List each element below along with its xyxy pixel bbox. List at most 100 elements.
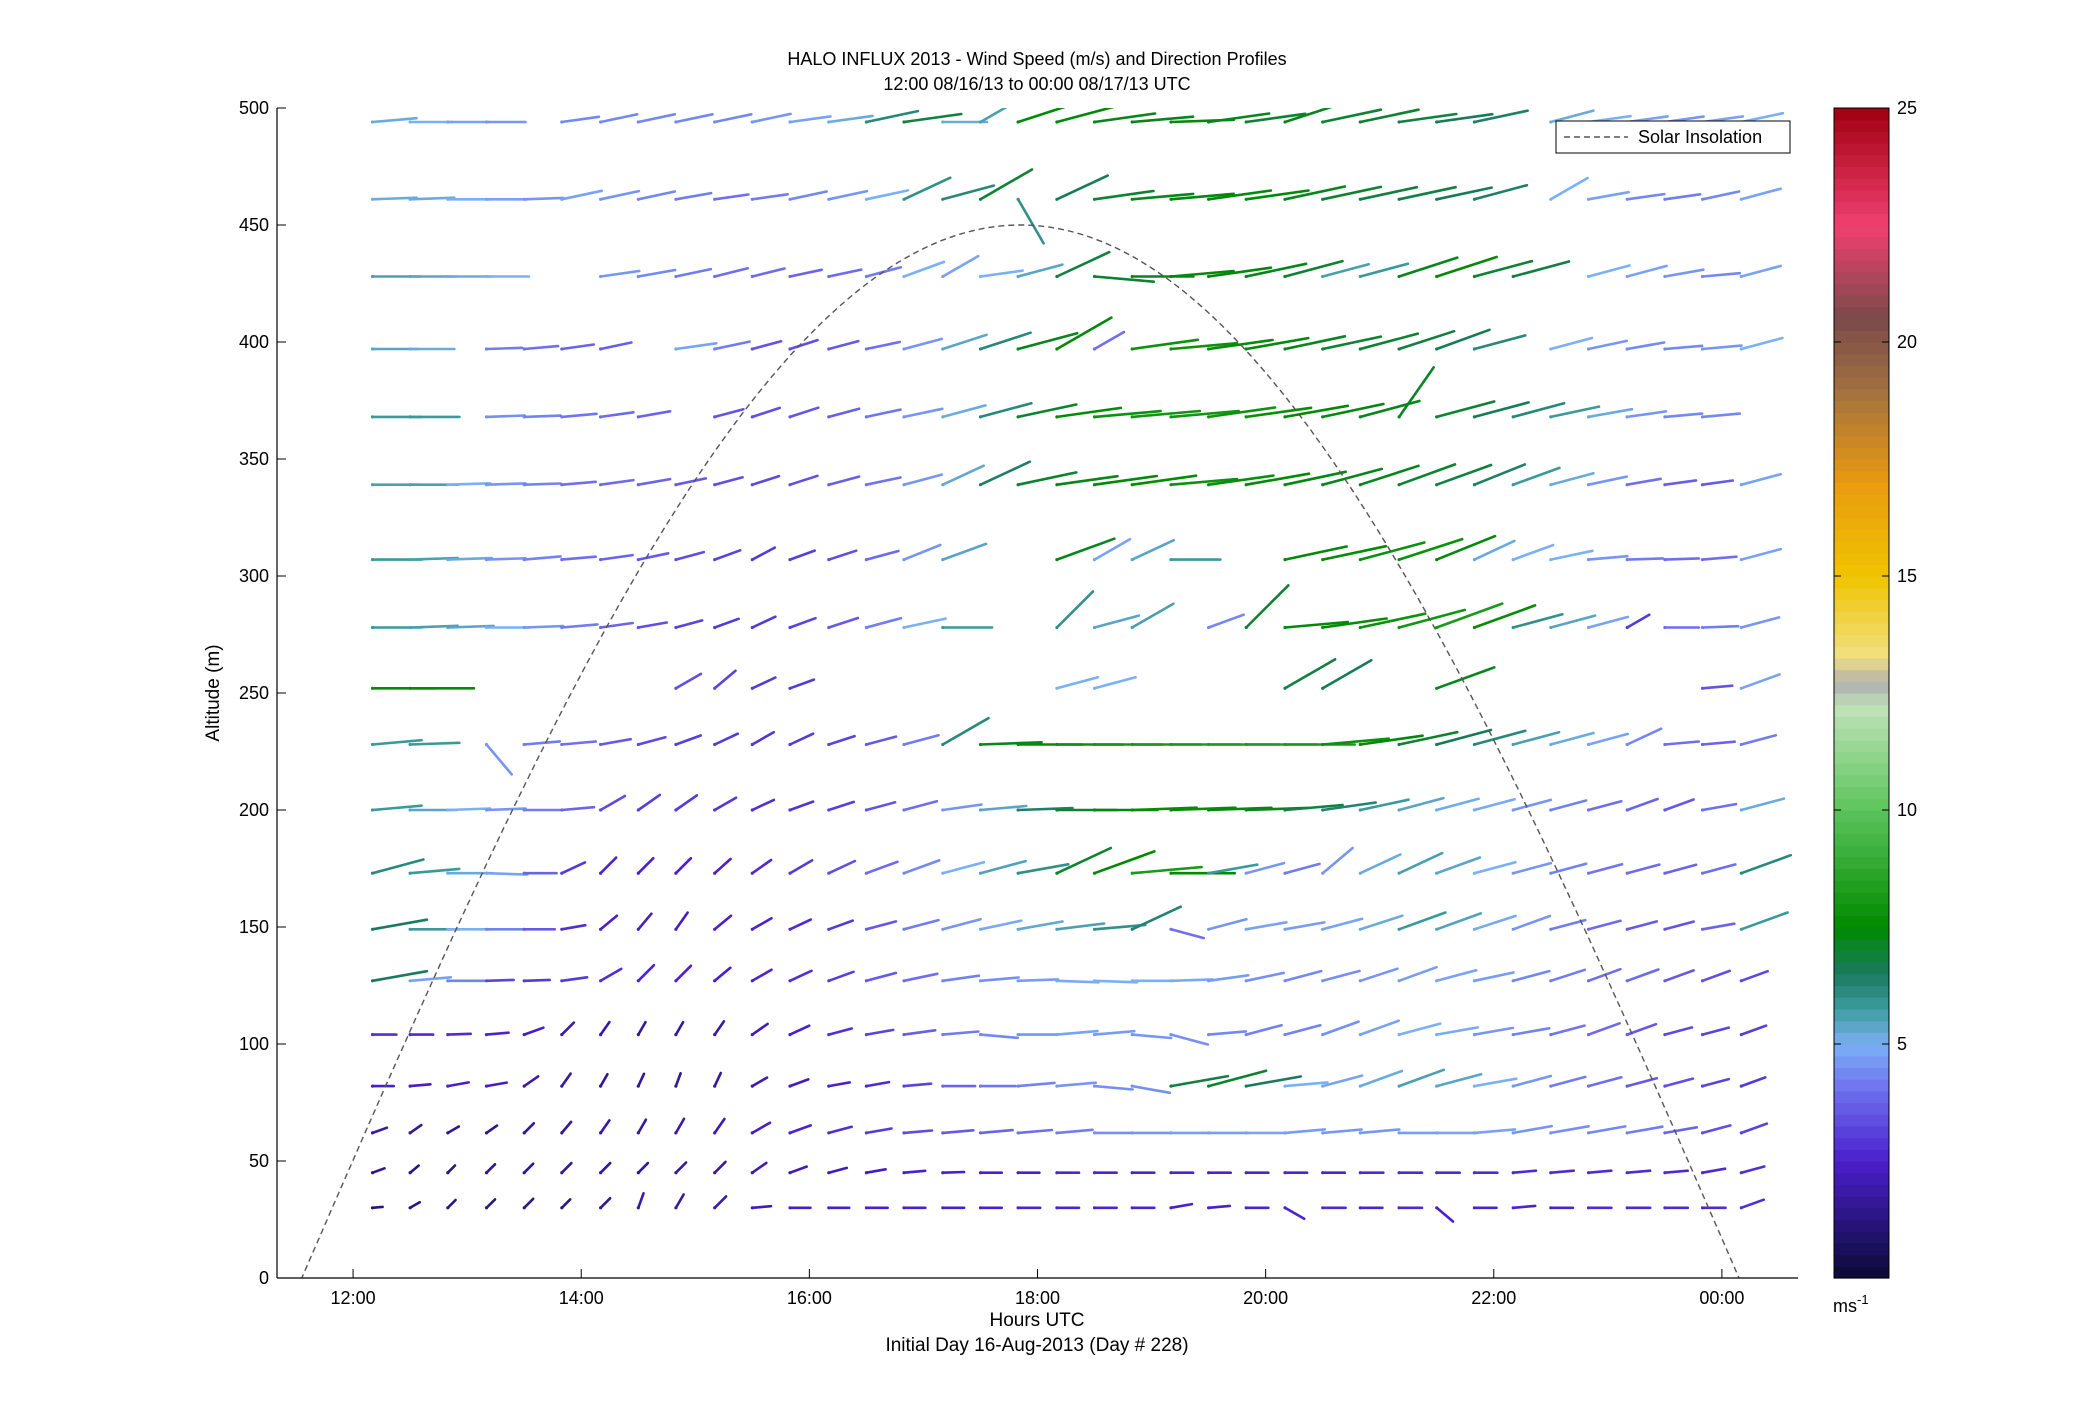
wind-vector-base [1549,558,1553,562]
wind-vector [1397,730,1459,746]
wind-vector [599,189,641,201]
wind-vector-base [1207,197,1211,201]
wind-vector [522,978,552,983]
wind-vector [1169,269,1235,278]
wind-vector-base [1283,274,1287,279]
wind-vector [1055,1029,1099,1036]
wind-vector [674,1117,686,1135]
wind-vector [713,914,733,931]
colorbar-tick-label: 5 [1897,1034,1907,1054]
colorbar: 5 10 15 20 25 ms-1 [1833,98,1917,1316]
wind-vector-base [408,274,412,279]
wind-vector [1055,108,1115,124]
wind-vector [941,917,982,931]
wind-vector-base [1130,1171,1134,1175]
wind-vector-base [1739,483,1743,487]
wind-vector [1701,190,1741,201]
wind-vector-base [1435,625,1439,630]
wind-vector-base [1321,979,1325,983]
wind-vector [1283,803,1344,812]
wind-vector [599,794,627,812]
wind-vector-base [370,120,375,124]
wind-vector-base [1511,483,1515,487]
wind-vector-base [864,979,869,983]
wind-vector [1740,853,1793,875]
wind-vector-base [864,871,869,875]
wind-vector-base [408,483,412,487]
wind-vector-base [1130,1131,1134,1135]
wind-vector [674,911,689,931]
colorbar-cell [1834,1079,1889,1092]
wind-vector [1283,969,1323,983]
wind-vector-base [1169,742,1173,747]
wind-vector [1511,1027,1551,1036]
wind-vector-base [674,347,678,351]
wind-vector-base [1397,274,1401,279]
wind-vector [1587,1125,1627,1135]
wind-vector-base [1092,1206,1097,1210]
wind-vector-base [1092,197,1097,201]
wind-vector [750,916,773,931]
wind-vector [1511,1204,1537,1210]
wind-vector [1701,555,1738,561]
wind-vector [1701,740,1736,746]
wind-vector [371,858,425,875]
wind-vector [1587,475,1628,487]
wind-vector [1055,675,1100,690]
wind-vector-base [902,1033,906,1037]
wind-vector [750,676,777,690]
wind-vector-base [864,558,869,562]
wind-vector [1397,112,1458,124]
wind-vector-base [1283,1084,1287,1088]
wind-vector [1244,406,1313,419]
wind-vector-base [1397,558,1401,562]
wind-vector [485,871,529,876]
colorbar-cell [1834,950,1889,963]
wind-vector-base [370,347,375,351]
wind-vector-base [864,625,869,630]
wind-vector-base [1244,1131,1248,1135]
wind-vector-base [1130,274,1134,279]
colorbar-cell [1834,1032,1889,1045]
wind-vector-base [1169,1171,1173,1175]
wind-vector-base [1130,625,1134,630]
colorbar-cell [1834,622,1889,636]
wind-vector-base [1700,927,1705,931]
wind-vector [1511,969,1551,983]
wind-vector [522,414,563,419]
wind-vector-base [902,1131,906,1135]
colorbar-cell [1834,1172,1889,1185]
wind-vector [1207,338,1274,351]
wind-vector [865,189,910,201]
wind-vector [408,975,453,983]
wind-vector-base [1625,1171,1629,1175]
wind-vector [1435,666,1496,690]
wind-vector [560,623,599,629]
wind-vector-base [1739,558,1743,562]
wind-vector [599,621,634,629]
wind-vector-base [1321,625,1325,630]
wind-vector [1207,189,1273,201]
wind-vector [1016,263,1064,278]
wind-vector-base [636,120,640,124]
wind-vector [1511,861,1553,875]
wind-vector [750,798,776,812]
wind-vector-base [408,1084,412,1088]
wind-vector-base [1625,558,1629,562]
wind-vector [1321,969,1361,983]
wind-vector [1397,796,1445,812]
wind-vector [827,1166,849,1174]
wind-vector [1169,1202,1194,1210]
wind-vector [636,856,655,875]
wind-vector [599,1161,612,1174]
wind-vector [827,919,855,931]
colorbar-cell [1834,634,1889,647]
wind-vector-base [1169,927,1173,931]
wind-vector [674,113,714,124]
wind-vector-base [1169,347,1173,351]
wind-vector-base [1169,1084,1173,1088]
legend: Solar Insolation [1555,120,1791,154]
wind-vector-base [484,979,489,983]
wind-vector-base [1663,979,1667,983]
wind-vector [1740,336,1784,351]
